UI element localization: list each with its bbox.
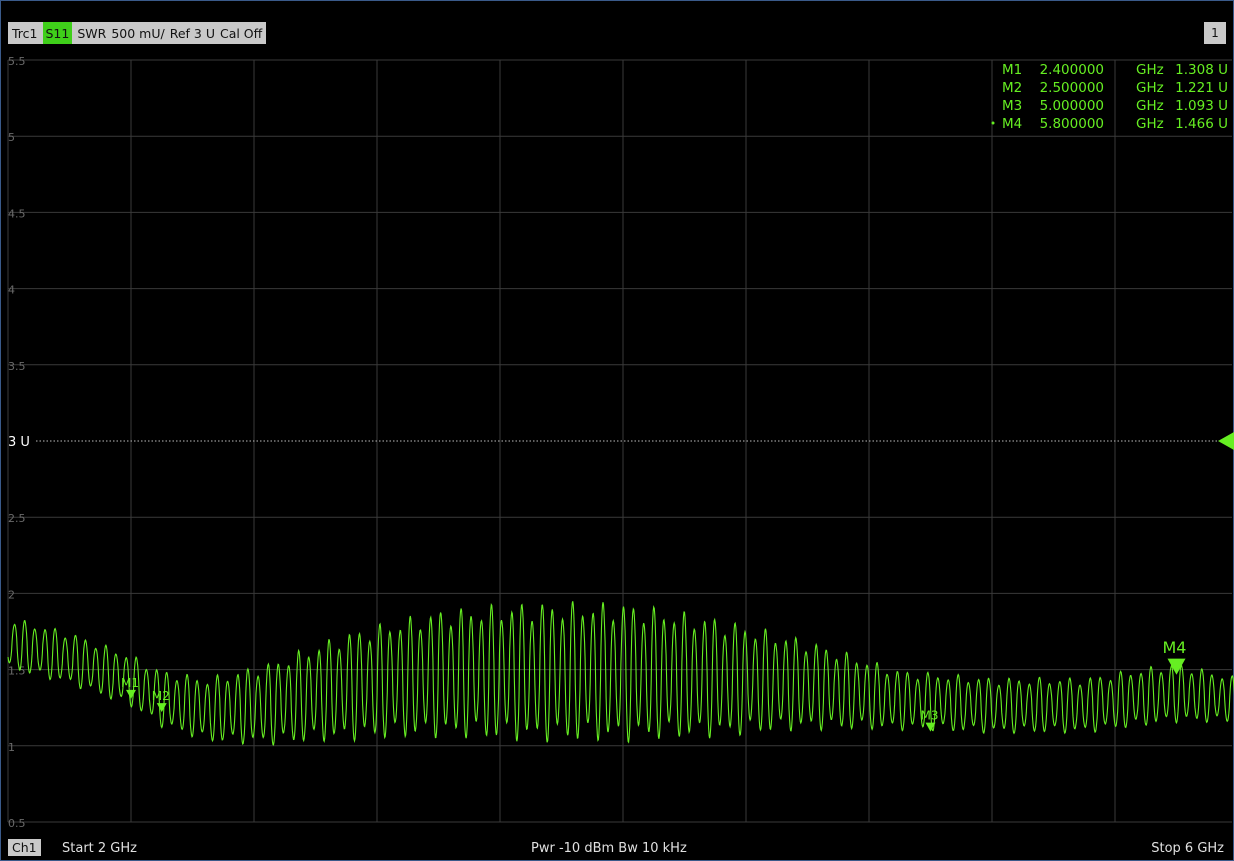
markers[interactable]: M1 M2 M3 M4 M1 2.400000 GHz 1.308 U M2 2.500000 GH… <box>121 62 1228 732</box>
y-tick-label: 1 <box>8 741 15 754</box>
channel-label[interactable]: Ch1 <box>8 839 41 856</box>
s-parameter[interactable]: S11 <box>42 22 73 44</box>
cal-label[interactable]: Cal Off <box>219 25 263 41</box>
y-tick-label: 4 <box>8 284 15 297</box>
marker-table-cell: GHz <box>1136 116 1164 132</box>
y-tick-label: 3.5 <box>8 360 26 373</box>
y-tick-label: 5.5 <box>8 55 26 68</box>
marker-table-cell: 1.221 U <box>1175 80 1228 96</box>
y-tick-labels: 5.5 5 4.5 4 3.5 3 U 2.5 2 1.5 1 0.5 <box>8 55 30 830</box>
ref-level-arrow <box>1218 432 1234 450</box>
y-tick-label: 4.5 <box>8 207 26 220</box>
marker-table-cell: GHz <box>1136 62 1164 78</box>
marker-table-cell: 1.308 U <box>1175 62 1228 78</box>
marker-table-cell: M3 <box>1002 98 1022 114</box>
marker-table-cell: M1 <box>1002 62 1022 78</box>
reference-line <box>36 432 1234 450</box>
marker-label: M4 <box>1163 638 1187 657</box>
trace-line <box>7 601 1234 746</box>
y-tick-label: 5 <box>8 131 15 144</box>
marker-m4[interactable]: M4 <box>1163 638 1187 675</box>
channel-footer: Ch1 Start 2 GHz Pwr -10 dBm Bw 10 kHz St… <box>0 837 1234 861</box>
y-tick-label: 2 <box>8 588 15 601</box>
active-marker-dot <box>991 121 995 125</box>
start-frequency[interactable]: Start 2 GHz <box>62 841 137 856</box>
marker-label: M3 <box>921 709 939 723</box>
scale-label[interactable]: 500 mU/ <box>111 25 165 41</box>
y-tick-label: 2.5 <box>8 512 26 525</box>
marker-table-cell: 5.800000 <box>1040 116 1104 132</box>
marker-triangle <box>1167 658 1186 675</box>
y-tick-label: 1.5 <box>8 665 26 678</box>
trace-name[interactable]: Trc1 <box>12 25 38 41</box>
y-tick-label: 3 U <box>8 435 30 450</box>
trace-header[interactable]: Trc1 S11 SWR 500 mU/ Ref 3 U Cal Off <box>8 22 267 44</box>
stop-frequency[interactable]: Stop 6 GHz <box>1151 841 1224 856</box>
marker-table-cell: 2.400000 <box>1040 62 1104 78</box>
power-bandwidth[interactable]: Pwr -10 dBm Bw 10 kHz <box>531 841 687 856</box>
marker-table-cell: GHz <box>1136 98 1164 114</box>
marker-table-cell: 5.000000 <box>1040 98 1104 114</box>
marker-triangle <box>925 722 936 732</box>
trace-s11 <box>7 601 1234 746</box>
ref-label[interactable]: Ref 3 U <box>169 25 215 41</box>
marker-m2[interactable]: M2 <box>152 689 170 713</box>
channel-number-button[interactable]: 1 <box>1204 22 1226 44</box>
marker-table-cell: 2.500000 <box>1040 80 1104 96</box>
marker-label: M1 <box>121 676 139 690</box>
marker-table: M1 2.400000 GHz 1.308 U M2 2.500000 GHz 1.221 U… <box>991 62 1228 132</box>
marker-table-cell: M2 <box>1002 80 1022 96</box>
marker-label: M2 <box>152 689 170 703</box>
trace-info-box[interactable]: Trc1 S11 SWR 500 mU/ Ref 3 U Cal Off <box>8 22 267 44</box>
y-tick-label: 0.5 <box>8 817 26 830</box>
marker-table-cell: M4 <box>1002 116 1022 132</box>
marker-table-cell: GHz <box>1136 80 1164 96</box>
marker-m3[interactable]: M3 <box>921 709 939 732</box>
marker-table-cell: 1.466 U <box>1175 116 1228 132</box>
marker-m1[interactable]: M1 <box>121 676 139 699</box>
format-label[interactable]: SWR <box>77 25 107 41</box>
marker-table-cell: 1.093 U <box>1175 98 1228 114</box>
marker-triangle <box>156 703 167 713</box>
marker-triangle <box>126 689 136 699</box>
